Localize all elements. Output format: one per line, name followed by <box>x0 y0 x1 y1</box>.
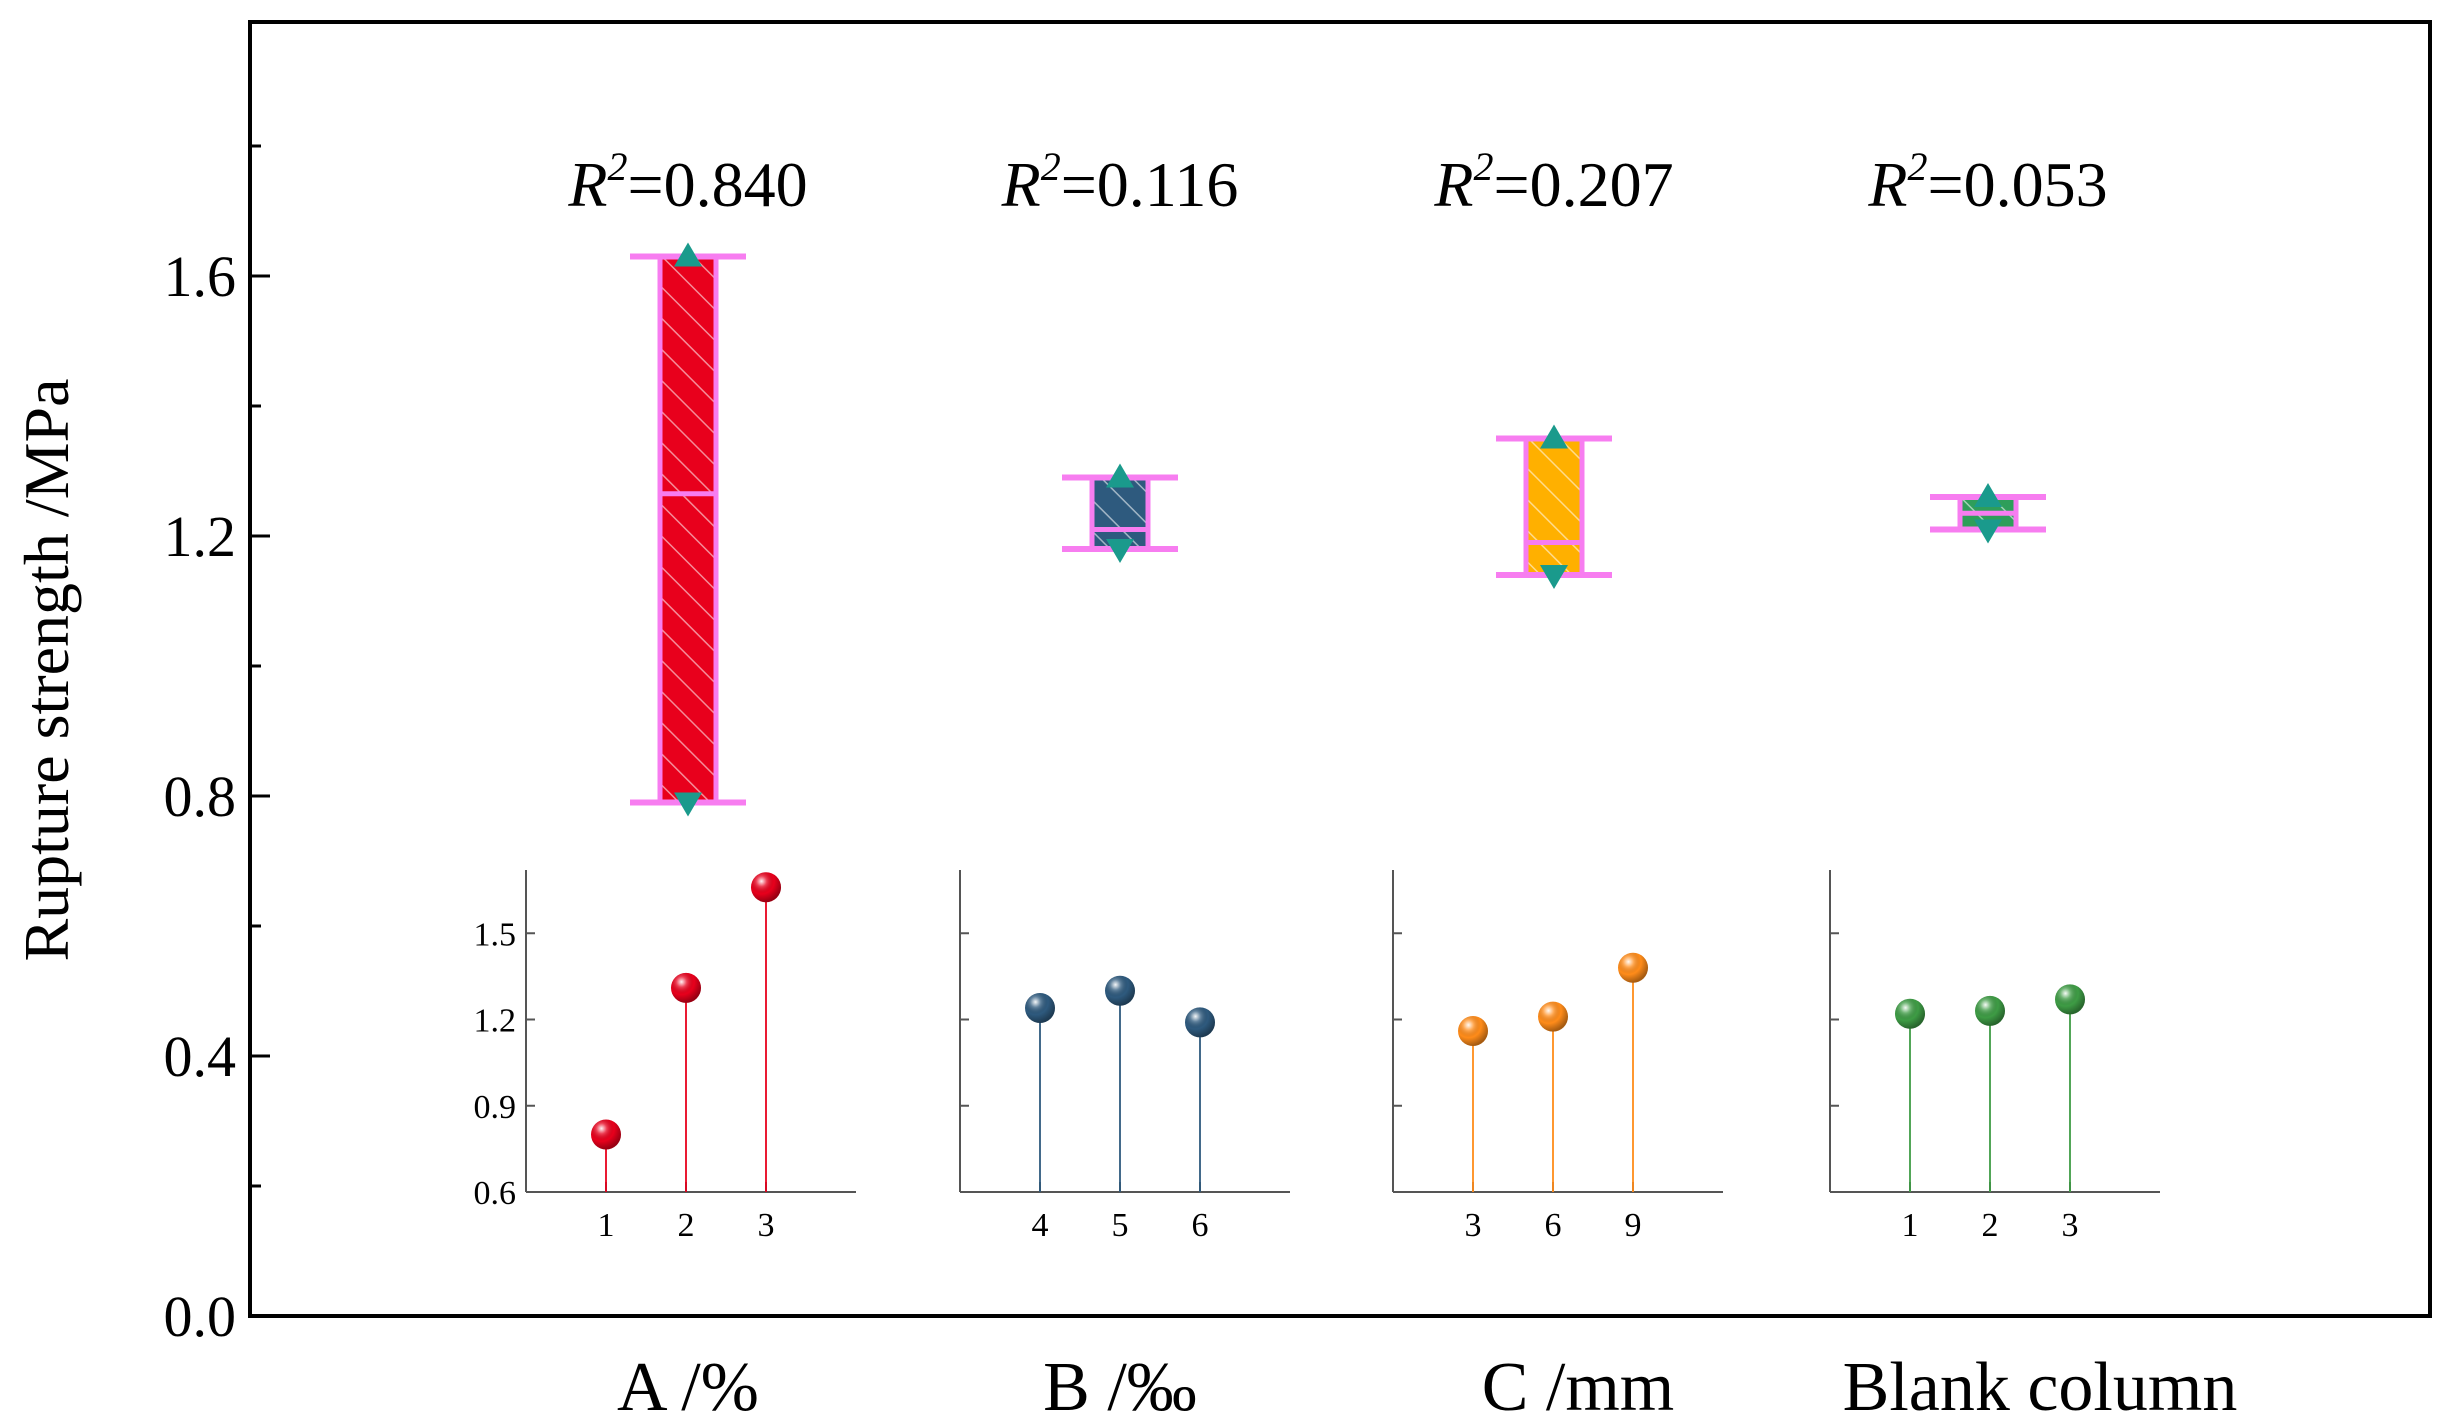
r2-label: R2=0.116 <box>1001 144 1239 220</box>
inset-x-tick-label: 9 <box>1625 1207 1642 1244</box>
range-bars <box>630 242 2046 817</box>
y-axis-label: Rupture strength /MPa <box>11 378 82 961</box>
inset-x-tick-label: 1 <box>1902 1207 1919 1244</box>
y-axis: 0.0 0.4 0.8 1.2 1.6 <box>164 144 270 1349</box>
bar-hatch <box>660 256 716 803</box>
y-tick-label: 0.4 <box>164 1024 237 1089</box>
inset-point-shine <box>1458 1016 1488 1046</box>
y-tick-label: 0.0 <box>164 1284 237 1349</box>
y-tick-label: 0.8 <box>164 764 237 829</box>
inset-plot-1: 0.6 0.9 1.2 1.5 1 2 3 <box>474 870 856 1244</box>
max-marker <box>1540 424 1568 449</box>
inset-x-tick-label: 2 <box>1982 1207 1999 1244</box>
inset-point-shine <box>671 972 701 1003</box>
inset-y-tick-label: 1.5 <box>474 916 517 953</box>
y-tick-label: 1.6 <box>164 244 237 309</box>
inset-point-shine <box>751 872 781 903</box>
x-axis-label: B /‰ <box>1043 1349 1197 1426</box>
inset-point-shine <box>1025 993 1055 1023</box>
inset-y-tick-label: 0.9 <box>474 1089 517 1126</box>
inset-point-shine <box>591 1119 621 1150</box>
bar-hatch <box>1092 477 1148 549</box>
inset-x-tick-label: 1 <box>598 1207 615 1244</box>
r2-label: R2=0.840 <box>567 144 807 220</box>
range-bar-1 <box>630 242 746 817</box>
inset-point-shine <box>2055 984 2085 1015</box>
x-axis-label: Blank column <box>1843 1349 2238 1426</box>
y-tick-label: 1.2 <box>164 504 237 569</box>
inset-y-tick-label: 0.6 <box>474 1175 517 1212</box>
inset-plot-4: 1 2 3 <box>1829 870 2160 1244</box>
inset-point-shine <box>1538 1001 1568 1032</box>
min-marker <box>674 792 702 817</box>
min-marker <box>1540 565 1568 589</box>
inset-x-tick-label: 3 <box>758 1207 775 1244</box>
inset-x-tick-label: 2 <box>678 1207 695 1244</box>
inset-point-shine <box>1185 1007 1215 1038</box>
inset-x-tick-label: 6 <box>1192 1207 1209 1244</box>
inset-point-shine <box>1105 975 1135 1006</box>
bar-hatch <box>1526 438 1582 575</box>
inset-x-tick-label: 4 <box>1032 1207 1049 1244</box>
inset-x-tick-label: 6 <box>1545 1207 1562 1244</box>
range-bar-4 <box>1930 483 2046 544</box>
plot-frame <box>248 20 2432 1318</box>
min-marker <box>1974 519 2002 544</box>
max-marker <box>1106 463 1134 488</box>
max-marker <box>674 242 702 267</box>
inset-plots: 0.60.91.21.51 2 3 4 5 6 3 6 9 1 2 3 <box>474 870 2160 1244</box>
inset-y-tick-label: 1.2 <box>474 1003 517 1040</box>
inset-x-tick-label: 3 <box>2062 1207 2079 1244</box>
inset-point-shine <box>1618 952 1648 983</box>
min-marker <box>1106 539 1134 563</box>
r2-label: R2=0.207 <box>1433 144 1673 220</box>
x-axis-label: C /mm <box>1482 1349 1675 1426</box>
inset-point-shine <box>1895 998 1925 1029</box>
x-axis-labels: A /% B /‰ C /mm Blank column <box>617 1349 2237 1426</box>
r2-labels: R2=0.840 R2=0.116 R2=0.207 R2=0.053 <box>567 144 2107 220</box>
inset-plot-3: 3 6 9 <box>1392 870 1723 1244</box>
r2-label: R2=0.053 <box>1867 144 2107 220</box>
inset-plot-2: 4 5 6 <box>959 870 1290 1244</box>
inset-x-tick-label: 3 <box>1465 1207 1482 1244</box>
range-bar-3 <box>1496 424 1612 589</box>
x-axis-label: A /% <box>617 1349 759 1426</box>
inset-x-tick-label: 5 <box>1112 1207 1129 1244</box>
inset-point-shine <box>1975 995 2005 1026</box>
max-marker <box>1974 483 2002 507</box>
range-bar-2 <box>1062 463 1178 563</box>
